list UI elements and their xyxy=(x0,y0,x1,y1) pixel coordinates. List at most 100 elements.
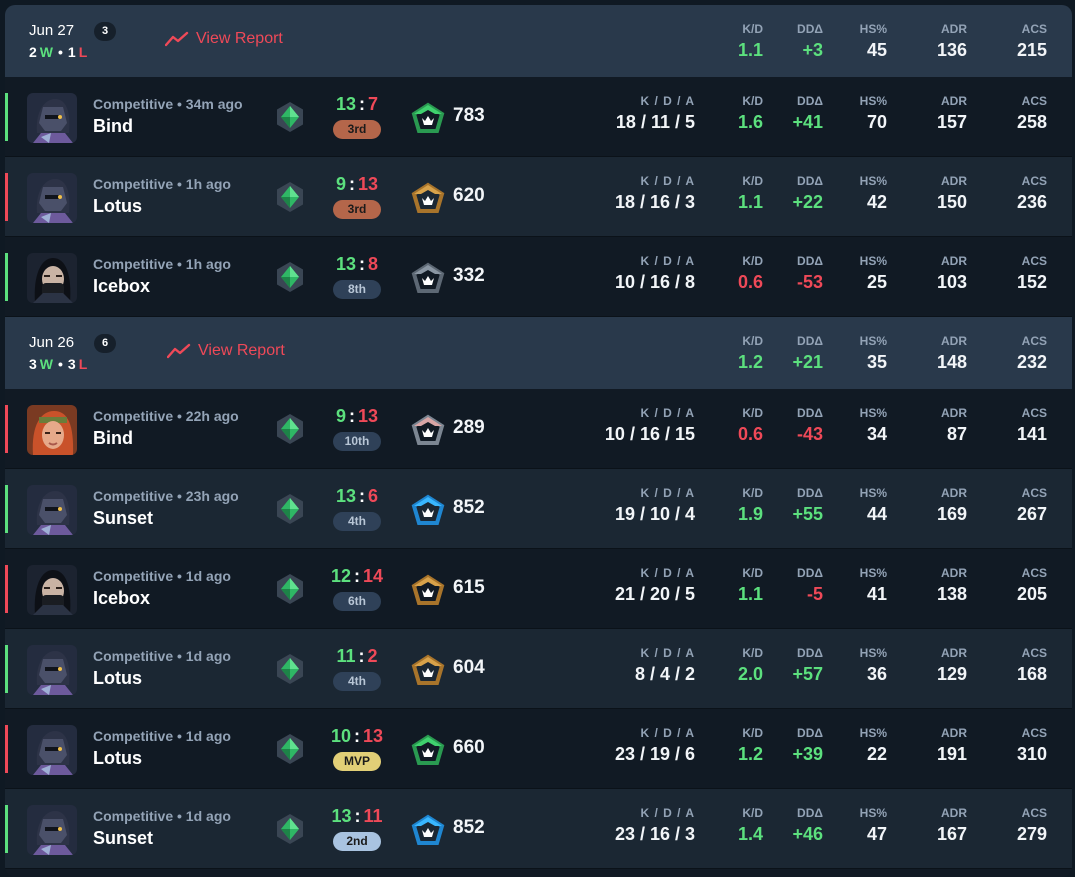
match-row[interactable]: Competitive • 23h ago Sunset 13:6 4th 852 K /… xyxy=(5,469,1072,549)
rank-rating-icon xyxy=(411,182,445,214)
kd-stat: K/D 1.9 xyxy=(693,486,763,525)
wins-count: 3 xyxy=(29,356,37,372)
match-row[interactable]: Competitive • 1h ago Icebox 13:8 8th 332 K / … xyxy=(5,237,1072,317)
match-history-panel: Jun 27 3 2 W • 1 L View Report K/D 1.1 DDΔ +3 HS% 45 A… xyxy=(5,5,1072,877)
adr-stat: ADR 191 xyxy=(897,726,967,765)
match-row[interactable]: Competitive • 1d ago Lotus 11:2 4th 604 K / D… xyxy=(5,629,1072,709)
match-row[interactable]: Competitive • 1d ago Sunset 13:11 2nd 852 K /… xyxy=(5,789,1072,869)
stat-value-hs: 42 xyxy=(866,192,887,212)
team-score: 10 xyxy=(330,726,351,746)
map-name: Icebox xyxy=(93,588,151,608)
stat-value-kda: 18 / 11 / 5 xyxy=(615,112,695,132)
hs-stat: HS% 44 xyxy=(817,486,887,525)
match-row[interactable]: Competitive • 1h ago Lotus 9:13 3rd 620 K / D… xyxy=(5,157,1072,237)
match-row[interactable]: Competitive • 34m ago Bind 13:7 3rd 783 K / D… xyxy=(5,77,1072,157)
stat-label-acs: ACS xyxy=(1021,254,1047,268)
adr-stat: ADR 103 xyxy=(897,254,967,293)
losses-letter: L xyxy=(78,356,88,372)
stat-label-dd: DDΔ xyxy=(797,486,823,500)
dd-stat: DDΔ -43 xyxy=(753,406,823,445)
map-name: Lotus xyxy=(93,668,142,688)
wins-letter: W xyxy=(39,44,54,60)
win-loss-summary: 3 W • 3 L xyxy=(29,356,87,372)
kda-stat: K / D / A 8 / 4 / 2 xyxy=(565,646,695,685)
rank-rating-value: 660 xyxy=(453,737,485,758)
score-separator: : xyxy=(359,486,365,506)
stat-label-adr: ADR xyxy=(941,566,967,580)
rank-gem-icon xyxy=(273,492,307,526)
rank-gem-icon xyxy=(273,732,307,766)
match-row[interactable]: Competitive • 22h ago Bind 9:13 10th 289 K / … xyxy=(5,389,1072,469)
acs-stat: ACS 279 xyxy=(977,806,1047,845)
kd-stat: K/D 1.6 xyxy=(693,94,763,133)
enemy-score: 13 xyxy=(363,726,384,746)
summary-adr: ADR 136 xyxy=(897,22,967,61)
win-indicator xyxy=(5,93,8,141)
adr-stat: ADR 150 xyxy=(897,174,967,213)
score-separator: : xyxy=(354,566,360,586)
stat-value-acs: 141 xyxy=(1016,424,1047,444)
separator-dot: • xyxy=(58,356,63,372)
stat-label-kda: K / D / A xyxy=(640,486,695,500)
stat-label-hs: HS% xyxy=(859,334,887,348)
stat-label-kda: K / D / A xyxy=(640,726,695,740)
stat-value-kd: 2.0 xyxy=(737,664,763,684)
stat-value-acs: 279 xyxy=(1016,824,1047,844)
stat-label-adr: ADR xyxy=(941,646,967,660)
stat-value-adr: 150 xyxy=(936,192,967,212)
helmet-agent-icon xyxy=(27,645,77,695)
stat-value-dd: +57 xyxy=(792,664,823,684)
adr-stat: ADR 129 xyxy=(897,646,967,685)
stat-value-kd: 0.6 xyxy=(737,424,763,444)
kd-stat: K/D 1.1 xyxy=(693,566,763,605)
hs-stat: HS% 36 xyxy=(817,646,887,685)
separator-dot: • xyxy=(58,44,63,60)
red-hair-agent-icon xyxy=(27,405,77,455)
win-indicator xyxy=(5,253,8,301)
day-header: Jun 26 6 3 W • 3 L View Report K/D 1.2 DDΔ +21 HS% 35… xyxy=(5,317,1072,389)
mode-time-label: Competitive • 34m ago xyxy=(93,96,243,112)
stat-value-kda: 23 / 16 / 3 xyxy=(614,824,695,844)
placement-badge: 4th xyxy=(333,512,381,531)
stat-label-kda: K / D / A xyxy=(640,806,695,820)
rank-rating-icon xyxy=(411,102,445,134)
kda-stat: K / D / A 10 / 16 / 15 xyxy=(565,406,695,445)
hs-stat: HS% 70 xyxy=(817,94,887,133)
score-separator: : xyxy=(359,254,365,274)
loss-indicator xyxy=(5,725,8,773)
stat-value-kda: 10 / 16 / 8 xyxy=(614,272,695,292)
score-separator: : xyxy=(348,174,355,194)
stat-label-hs: HS% xyxy=(859,94,887,108)
score-separator: : xyxy=(354,806,361,826)
stat-label-kd: K/D xyxy=(742,254,763,268)
summary-dd: DDΔ +3 xyxy=(753,22,823,61)
stat-label-dd: DDΔ xyxy=(797,94,823,108)
stat-label-dd: DDΔ xyxy=(797,406,823,420)
match-score: 13:7 xyxy=(317,94,397,115)
match-row[interactable]: Competitive • 1d ago Lotus 10:13 MVP 660 K / … xyxy=(5,709,1072,789)
helmet-agent-icon xyxy=(27,93,77,143)
view-report-button[interactable]: View Report xyxy=(165,30,283,48)
stat-value-dd: +46 xyxy=(792,824,823,844)
stat-value-dd: -5 xyxy=(806,584,823,604)
match-row[interactable]: Competitive • 1d ago Icebox 12:14 6th 615 K /… xyxy=(5,549,1072,629)
trend-line-icon xyxy=(165,31,189,47)
view-report-button[interactable]: View Report xyxy=(167,342,285,360)
view-report-label: View Report xyxy=(198,342,285,359)
stat-value-kd: 1.4 xyxy=(737,824,763,844)
stat-value-acs: 258 xyxy=(1016,112,1047,132)
stat-value-dd: -43 xyxy=(796,424,823,444)
enemy-score: 8 xyxy=(368,254,379,274)
stat-label-dd: DDΔ xyxy=(797,566,823,580)
team-score: 9 xyxy=(335,174,346,194)
hs-stat: HS% 41 xyxy=(817,566,887,605)
map-name: Lotus xyxy=(93,748,142,768)
stat-value-hs: 70 xyxy=(866,112,887,132)
placement-badge: 4th xyxy=(333,672,381,691)
stat-label-hs: HS% xyxy=(859,566,887,580)
acs-stat: ACS 168 xyxy=(977,646,1047,685)
stat-value-kd: 1.2 xyxy=(737,744,763,764)
stat-value-dd: +3 xyxy=(802,40,823,60)
stat-value-hs: 34 xyxy=(866,424,887,444)
acs-stat: ACS 152 xyxy=(977,254,1047,293)
